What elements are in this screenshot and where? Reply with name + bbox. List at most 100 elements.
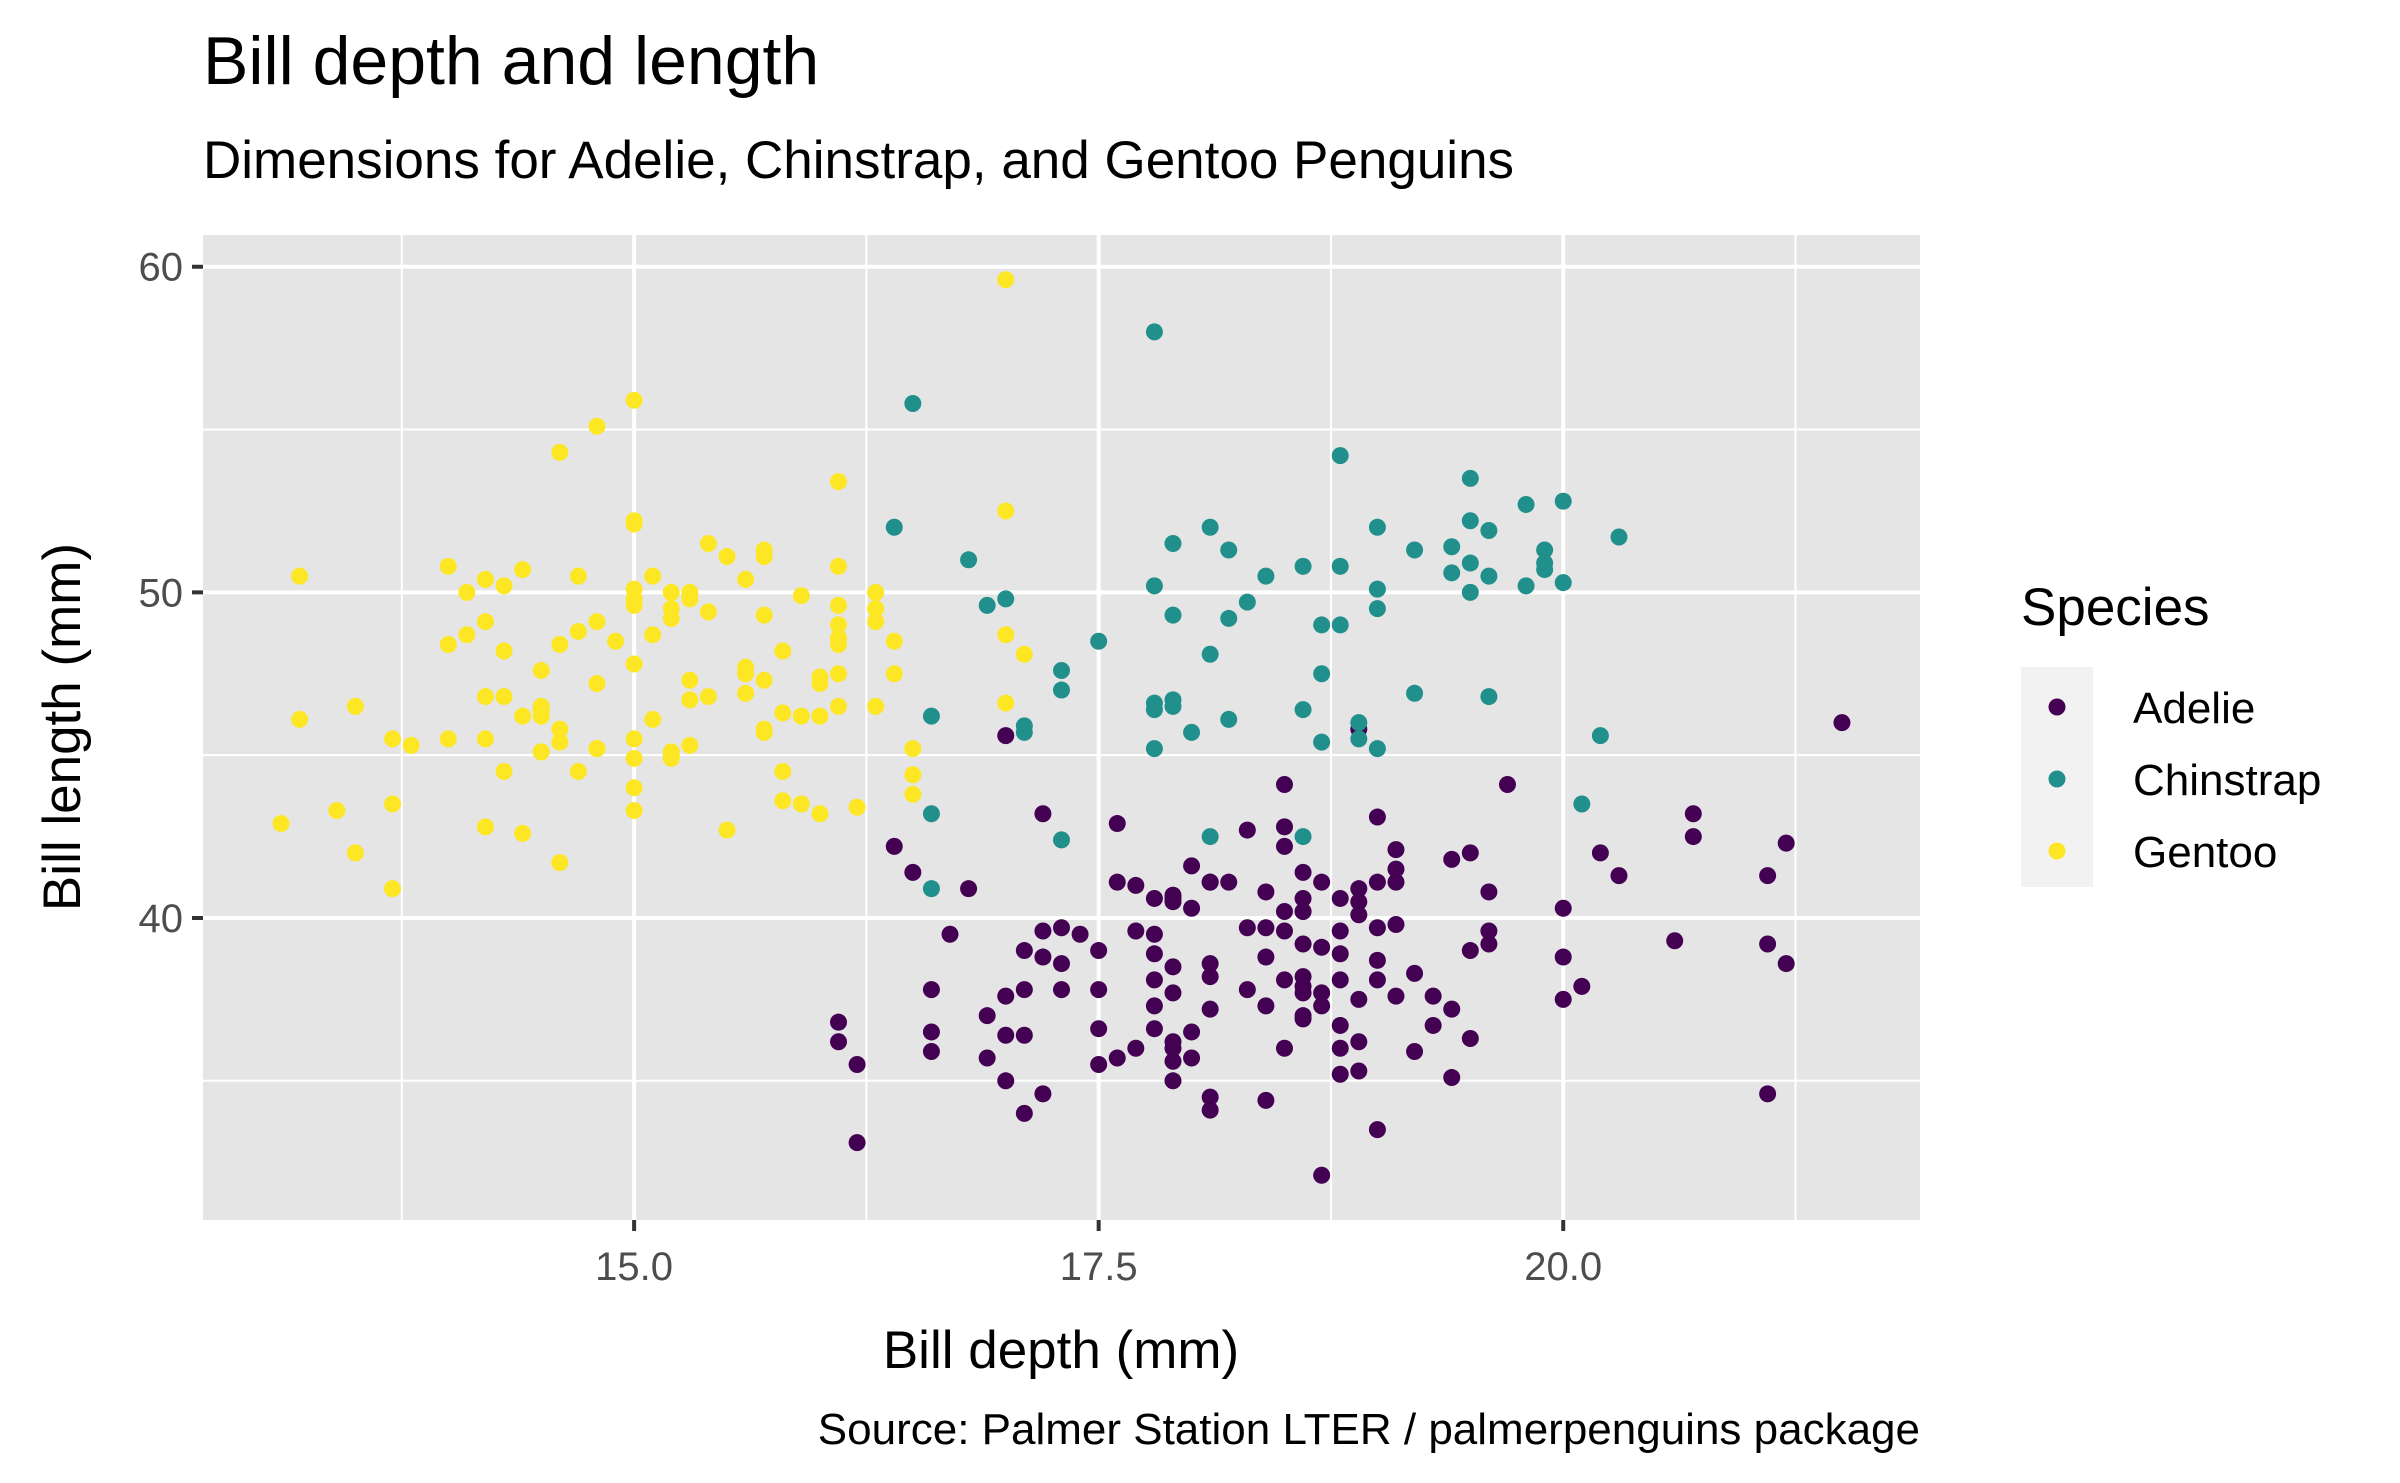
point-adelie — [922, 1042, 940, 1060]
point-gentoo — [625, 590, 643, 608]
point-gentoo — [625, 802, 643, 820]
point-adelie — [1610, 867, 1628, 885]
point-gentoo — [588, 613, 606, 631]
point-adelie — [1275, 971, 1293, 989]
point-adelie — [997, 727, 1015, 745]
point-adelie — [848, 1056, 866, 1074]
point-gentoo — [848, 798, 866, 816]
point-adelie — [1257, 948, 1275, 966]
point-adelie — [830, 1033, 848, 1051]
point-chinstrap — [1313, 616, 1331, 634]
point-adelie — [1759, 935, 1777, 953]
legend-label-chinstrap: Chinstrap — [2133, 756, 2321, 805]
point-adelie — [1461, 1029, 1479, 1047]
point-gentoo — [811, 675, 829, 693]
y-tick-label: 50 — [139, 571, 184, 615]
point-adelie — [1015, 1104, 1033, 1122]
point-adelie — [1294, 889, 1312, 907]
point-chinstrap — [1238, 593, 1256, 611]
point-adelie — [1313, 984, 1331, 1002]
point-adelie — [1368, 919, 1386, 937]
point-adelie — [1833, 714, 1851, 732]
point-adelie — [1275, 837, 1293, 855]
point-adelie — [1034, 1085, 1052, 1103]
point-adelie — [1684, 828, 1702, 846]
chart-title: Bill depth and length — [203, 23, 820, 99]
point-gentoo — [718, 548, 736, 566]
point-adelie — [1145, 997, 1163, 1015]
point-chinstrap — [1313, 665, 1331, 683]
point-adelie — [885, 837, 903, 855]
point-adelie — [1294, 1007, 1312, 1025]
point-adelie — [1313, 997, 1331, 1015]
point-chinstrap — [1517, 495, 1535, 513]
point-chinstrap — [1368, 580, 1386, 598]
point-chinstrap — [1461, 583, 1479, 601]
point-chinstrap — [1201, 828, 1219, 846]
point-adelie — [1554, 990, 1572, 1008]
point-gentoo — [830, 596, 848, 614]
point-chinstrap — [1220, 710, 1238, 728]
chart-subtitle: Dimensions for Adelie, Chinstrap, and Ge… — [203, 131, 1515, 190]
point-chinstrap — [1350, 714, 1368, 732]
point-chinstrap — [1480, 567, 1498, 585]
point-chinstrap — [960, 551, 978, 569]
point-chinstrap — [1145, 323, 1163, 341]
point-gentoo — [551, 720, 569, 738]
point-adelie — [1127, 876, 1145, 894]
point-adelie — [1127, 922, 1145, 940]
point-adelie — [1480, 922, 1498, 940]
point-gentoo — [774, 704, 792, 722]
point-gentoo — [291, 710, 309, 728]
point-chinstrap — [1368, 740, 1386, 758]
point-chinstrap — [904, 395, 922, 413]
point-chinstrap — [1201, 645, 1219, 663]
point-adelie — [1684, 805, 1702, 823]
point-adelie — [1387, 860, 1405, 878]
point-adelie — [1350, 1062, 1368, 1080]
y-axis-title: Bill length (mm) — [33, 543, 92, 911]
point-gentoo — [644, 626, 662, 644]
point-chinstrap — [1443, 564, 1461, 582]
point-adelie — [1294, 984, 1312, 1002]
point-adelie — [1387, 873, 1405, 891]
point-adelie — [1350, 893, 1368, 911]
point-gentoo — [625, 391, 643, 409]
point-adelie — [1554, 948, 1572, 966]
point-adelie — [1275, 922, 1293, 940]
point-adelie — [1090, 1056, 1108, 1074]
point-chinstrap — [1331, 616, 1349, 634]
point-chinstrap — [885, 518, 903, 536]
point-adelie — [978, 1049, 996, 1067]
point-adelie — [1424, 987, 1442, 1005]
minor-gridlines — [203, 235, 1920, 1220]
point-adelie — [1127, 1039, 1145, 1057]
point-gentoo — [532, 743, 550, 761]
point-gentoo — [476, 613, 494, 631]
point-gentoo — [830, 697, 848, 715]
point-gentoo — [346, 844, 364, 862]
point-gentoo — [830, 557, 848, 575]
point-adelie — [1294, 902, 1312, 920]
point-gentoo — [885, 632, 903, 650]
point-adelie — [1368, 808, 1386, 826]
point-gentoo — [792, 707, 810, 725]
point-adelie — [1443, 1000, 1461, 1018]
point-adelie — [1053, 981, 1070, 999]
point-adelie — [848, 1134, 866, 1152]
point-adelie — [1777, 955, 1795, 973]
point-gentoo — [830, 616, 848, 634]
point-adelie — [1220, 873, 1238, 891]
point-gentoo — [384, 795, 402, 813]
point-chinstrap — [1257, 567, 1275, 585]
point-gentoo — [737, 684, 755, 702]
point-adelie — [1313, 873, 1331, 891]
point-adelie — [1368, 951, 1386, 969]
x-tick-label: 17.5 — [1060, 1245, 1138, 1289]
point-gentoo — [997, 626, 1015, 644]
point-adelie — [1145, 1020, 1163, 1038]
legend-key-chinstrap — [2048, 770, 2066, 788]
point-gentoo — [625, 512, 643, 530]
point-gentoo — [681, 691, 699, 709]
x-tick-label: 15.0 — [595, 1245, 673, 1289]
